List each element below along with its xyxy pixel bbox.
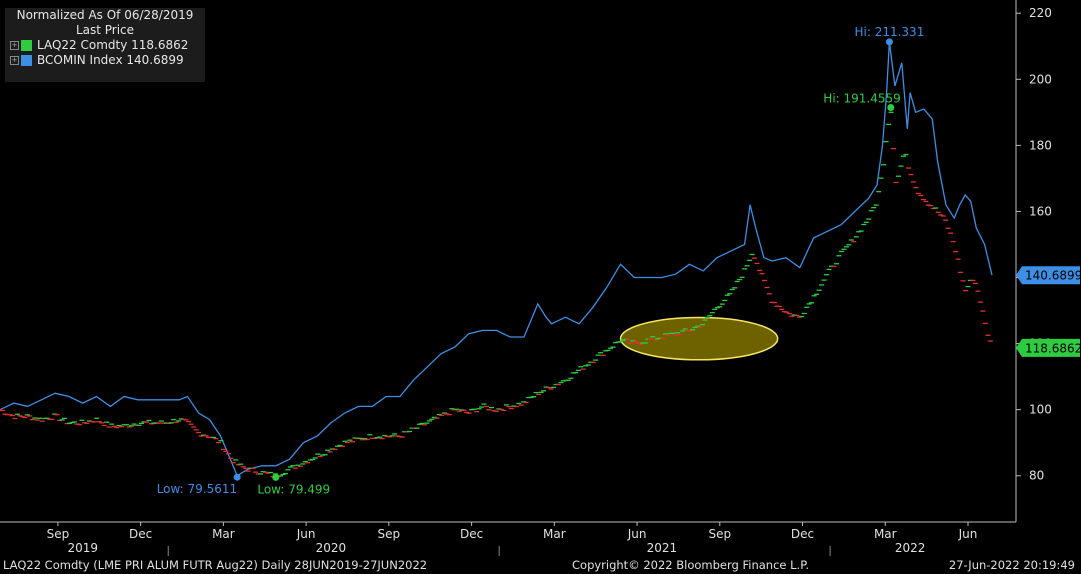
series-swatch bbox=[21, 55, 32, 66]
series-bars-laq22 bbox=[0, 111, 993, 478]
legend-item-laq22[interactable]: + LAQ22 Comdty 118.6862 bbox=[5, 38, 205, 53]
y-tick-label: 200 bbox=[1029, 72, 1052, 86]
y-axis: 80100120140160180200220 bbox=[1015, 0, 1052, 522]
x-tick-label: Sep bbox=[47, 527, 70, 541]
security-description: LAQ22 Comdty (LME PRI ALUM FUTR Aug22) D… bbox=[3, 558, 428, 572]
x-tick-label: Jun bbox=[296, 527, 316, 541]
x-tick-label: Mar bbox=[212, 527, 235, 541]
y-tick-label: 80 bbox=[1029, 469, 1044, 483]
last-price-value: 118.6862 bbox=[1025, 341, 1081, 355]
annotation-marker bbox=[233, 473, 241, 481]
annotation-label: Hi: 211.331 bbox=[854, 25, 924, 39]
x-year-label: 2019 bbox=[67, 541, 98, 555]
footer-bar: LAQ22 Comdty (LME PRI ALUM FUTR Aug22) D… bbox=[0, 556, 1081, 574]
x-axis: Sep Dec Mar Jun Sep Dec Mar Jun Sep Dec Mar Jun 2019… bbox=[0, 521, 1016, 556]
annotation-label: Low: 79.5611 bbox=[157, 482, 237, 496]
series-line-bcomin bbox=[0, 41, 993, 477]
timestamp: 27-Jun-2022 20:19:49 bbox=[948, 558, 1075, 572]
series-swatch bbox=[21, 40, 32, 51]
last-price-tag bbox=[1016, 266, 1080, 285]
annotation-label: Hi: 191.4559 bbox=[823, 92, 900, 106]
legend-item-label: BCOMIN Index 140.6899 bbox=[37, 53, 184, 67]
expand-icon[interactable]: + bbox=[10, 56, 19, 65]
annotation-marker bbox=[272, 473, 280, 481]
last-price-labels: 140.6899 118.6862 bbox=[1016, 266, 1081, 357]
legend-box: Normalized As Of 06/28/2019 Last Price +… bbox=[5, 8, 205, 82]
series-layer bbox=[0, 41, 993, 478]
legend-item-label: LAQ22 Comdty 118.6862 bbox=[37, 38, 189, 52]
y-tick-label: 100 bbox=[1029, 403, 1052, 417]
last-price-value: 140.6899 bbox=[1025, 269, 1081, 283]
price-chart: 80100120140160180200220 SepDecMarJunSepD… bbox=[0, 0, 1081, 556]
annotation-marker bbox=[887, 104, 895, 112]
highlight-region bbox=[619, 316, 779, 361]
legend-item-bcomin[interactable]: + BCOMIN Index 140.6899 bbox=[5, 53, 205, 68]
y-tick-label: 160 bbox=[1029, 204, 1052, 218]
x-tick-label: Dec bbox=[129, 527, 152, 541]
x-tick-label: Dec bbox=[460, 527, 483, 541]
x-year-label: 2022 bbox=[895, 541, 926, 555]
x-year-label: 2021 bbox=[647, 541, 678, 555]
last-price-tag bbox=[1016, 338, 1080, 357]
x-year-label: 2020 bbox=[316, 541, 347, 555]
x-tick-label: Mar bbox=[543, 527, 566, 541]
x-tick-label: Jun bbox=[958, 527, 978, 541]
expand-icon[interactable]: + bbox=[10, 41, 19, 50]
copyright-text: Copyright© 2022 Bloomberg Finance L.P. bbox=[572, 558, 809, 572]
legend-subtitle: Last Price bbox=[75, 23, 135, 37]
x-tick-label: Sep bbox=[378, 527, 401, 541]
annotation-marker bbox=[885, 38, 893, 46]
legend-title: Normalized As Of 06/28/2019 bbox=[16, 8, 194, 22]
y-tick-label: 220 bbox=[1029, 6, 1052, 20]
x-tick-label: Sep bbox=[708, 527, 731, 541]
highlight-ellipse bbox=[619, 316, 779, 361]
x-tick-label: Mar bbox=[874, 527, 897, 541]
annotations-layer: Hi: 211.331 Low: 79.5611 Hi: 191.4559 Low: … bbox=[157, 25, 925, 497]
x-tick-label: Dec bbox=[791, 527, 814, 541]
annotation-label: Low: 79.499 bbox=[257, 482, 330, 496]
y-tick-label: 180 bbox=[1029, 138, 1052, 152]
x-tick-label: Jun bbox=[627, 527, 647, 541]
